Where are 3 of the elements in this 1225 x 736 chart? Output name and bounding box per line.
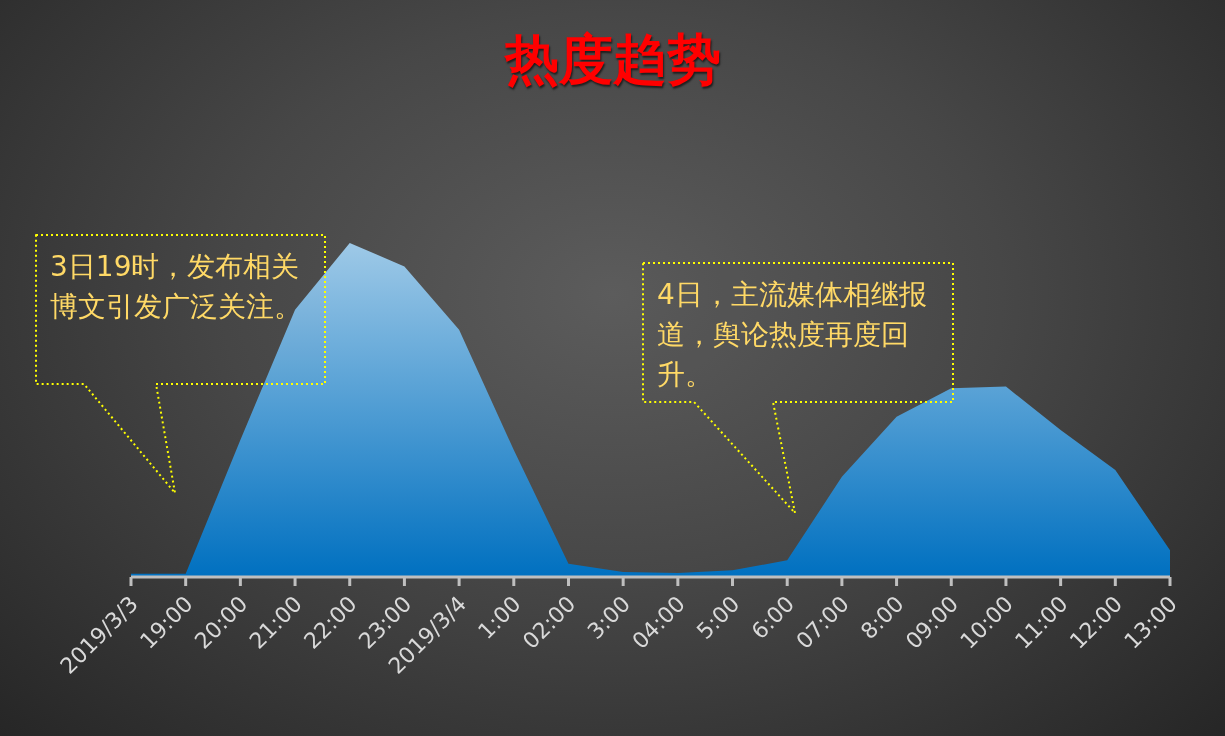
chart-title: 热度趋势 [503, 26, 722, 92]
annotation: 4日，主流媒体相继报道，舆论热度再度回升。 [657, 277, 928, 393]
annotation: 3日19时，发布相关博文引发广泛关注。 [50, 249, 303, 325]
